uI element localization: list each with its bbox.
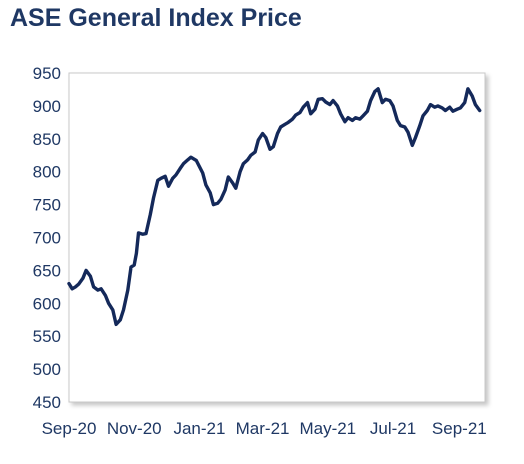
y-tick-label: 900 xyxy=(33,97,61,116)
y-tick-label: 750 xyxy=(33,196,61,215)
y-tick-label: 450 xyxy=(33,393,61,412)
y-tick-label: 950 xyxy=(33,64,61,83)
y-tick-label: 700 xyxy=(33,229,61,248)
x-axis: Sep-20 Nov-20 Jan-21 Mar-21 May-21 Jul-21 Sep-… xyxy=(42,419,487,438)
chart-title: ASE General Index Price xyxy=(10,4,302,32)
series-line xyxy=(67,87,482,327)
y-tick-label: 600 xyxy=(33,294,61,313)
y-tick-label: 650 xyxy=(33,261,61,280)
y-axis: 450 500 550 600 650 700 750 800 850 900 950 xyxy=(33,64,61,412)
series-layer xyxy=(67,87,482,327)
x-tick-label: Jul-21 xyxy=(370,419,416,438)
y-tick-label: 500 xyxy=(33,360,61,379)
y-tick-label: 550 xyxy=(33,327,61,346)
x-tick-label: Mar-21 xyxy=(236,419,290,438)
x-tick-label: May-21 xyxy=(299,419,356,438)
x-tick-label: Jan-21 xyxy=(173,419,225,438)
x-tick-label: Sep-20 xyxy=(42,419,97,438)
x-tick-label: Nov-20 xyxy=(107,419,162,438)
x-tick-label: Sep-21 xyxy=(432,419,487,438)
y-tick-label: 850 xyxy=(33,130,61,149)
y-tick-label: 800 xyxy=(33,163,61,182)
